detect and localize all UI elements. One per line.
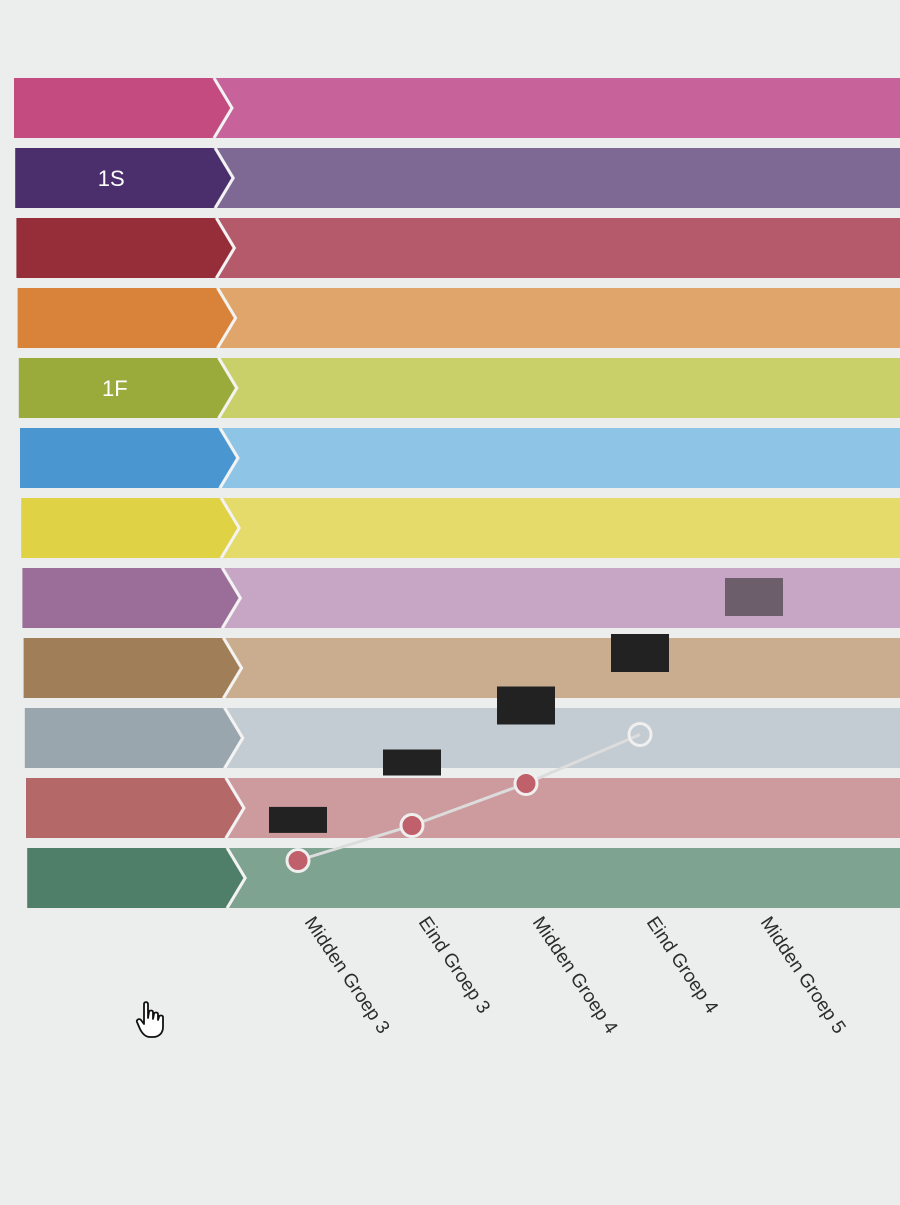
level-tab — [18, 358, 235, 418]
level-tab — [17, 288, 234, 348]
level-tab — [20, 428, 236, 488]
level-band — [21, 497, 900, 559]
level-tab-edge — [215, 217, 237, 279]
trend-polyline — [297, 733, 641, 862]
level-tab — [21, 498, 238, 558]
level-band-bar — [213, 148, 900, 208]
level-tab-edge — [218, 427, 240, 489]
level-band: 1F — [18, 357, 900, 419]
level-tab — [27, 848, 244, 908]
level-label: 1F — [102, 376, 128, 401]
x-tick-label: Midden Groep 4 — [528, 913, 622, 1038]
level-band-bar — [224, 778, 900, 838]
x-tick-label: Eind Groep 3 — [414, 913, 494, 1018]
level-band-bar — [215, 288, 900, 348]
level-tab-edge — [213, 147, 235, 209]
level-tab — [16, 218, 233, 278]
score-point — [513, 771, 539, 796]
level-tab — [26, 778, 242, 838]
level-band-bar — [214, 218, 900, 278]
level-band — [20, 427, 900, 489]
score-rect — [497, 686, 555, 725]
level-tab-edge — [212, 77, 234, 139]
level-tab-edge — [222, 637, 244, 699]
level-band — [14, 77, 900, 139]
level-band-bar — [220, 568, 900, 628]
level-band-bar — [219, 498, 900, 558]
hand-cursor-icon — [135, 1001, 164, 1038]
x-axis-labels: Midden Groep 3 Eind Groep 3 Midden Groep 4… — [300, 913, 850, 1038]
score-rect — [725, 578, 783, 616]
level-band-bar — [222, 708, 900, 768]
level-tab-edge — [224, 777, 246, 839]
level-band-bar — [221, 638, 900, 698]
level-label: 1S — [98, 166, 125, 191]
level-band — [23, 637, 900, 699]
level-band — [27, 847, 900, 909]
level-bands: 1S 1F — [14, 77, 900, 909]
x-tick-label: Eind Groep 4 — [642, 913, 722, 1018]
level-band — [16, 217, 900, 279]
level-band — [26, 777, 900, 839]
level-band-bar — [212, 78, 900, 138]
score-point — [627, 722, 653, 747]
score-rect — [611, 634, 669, 672]
level-tab-edge — [225, 847, 247, 909]
level-tab-edge — [221, 567, 243, 629]
level-band — [22, 567, 900, 629]
score-rect — [383, 749, 441, 776]
level-band — [24, 707, 900, 769]
level-band-bar — [218, 428, 900, 488]
level-band: 1S — [15, 147, 900, 209]
level-tab — [24, 708, 241, 768]
level-tab-edge — [216, 287, 238, 349]
level-tab — [15, 148, 232, 208]
score-point — [285, 848, 311, 873]
level-tab — [22, 568, 239, 628]
level-tab-edge — [217, 357, 239, 419]
score-rect — [269, 806, 327, 833]
data-marks — [269, 578, 783, 873]
trend-line — [297, 733, 641, 862]
level-tab — [23, 638, 240, 698]
level-band-bar — [216, 358, 900, 418]
level-band-bar — [225, 848, 900, 908]
level-tab-edge — [223, 707, 245, 769]
x-tick-label: Midden Groep 5 — [756, 913, 850, 1038]
level-tab-edge — [219, 497, 241, 559]
score-point — [399, 813, 425, 838]
level-band — [17, 287, 900, 349]
x-tick-label: Midden Groep 3 — [300, 913, 394, 1038]
level-tab — [14, 78, 230, 138]
